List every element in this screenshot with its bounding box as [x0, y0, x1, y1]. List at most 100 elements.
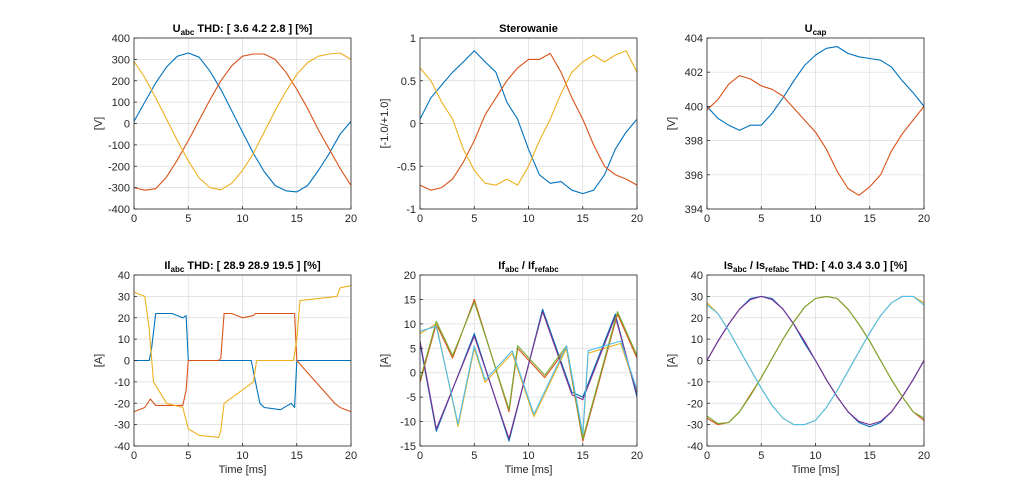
x-tick-label: 0	[131, 450, 137, 462]
y-tick-label: 20	[404, 270, 416, 282]
y-tick-label: -30	[114, 420, 130, 432]
y-tick-label: -400	[108, 204, 130, 216]
x-tick-label: 0	[704, 450, 710, 462]
x-tick-label: 10	[809, 213, 821, 225]
y-tick-label: -10	[400, 417, 416, 429]
y-tick-label: -1	[406, 204, 416, 216]
title-segment: U	[173, 23, 181, 35]
x-tick-label: 20	[918, 450, 930, 462]
title-subscript: abc	[505, 265, 519, 274]
y-tick-label: -15	[400, 441, 416, 453]
x-tick-label: 5	[471, 450, 477, 462]
x-axis-label: Time [ms]	[219, 464, 267, 476]
series-line-b	[420, 52, 637, 191]
panel-ifabc: 0 5 10 15 20 -15 -10 -5 0 5 10 15 20 Ifabc / Ifrefabc…	[379, 260, 643, 476]
x-tick-label: 15	[577, 450, 589, 462]
series-line-a	[134, 52, 351, 193]
series-line-c	[134, 285, 351, 438]
series-line-a_ref	[420, 311, 637, 440]
title-subscript: abc	[733, 265, 747, 274]
series-line-a	[420, 50, 637, 195]
x-tick-label: 10	[236, 213, 248, 225]
title-segment: THD: [ 28.9 28.9 19.5 ] [%]	[184, 260, 321, 272]
y-tick-label: 400	[685, 101, 703, 113]
y-tick-label: 402	[685, 67, 703, 79]
series-line-c_ref	[707, 295, 924, 426]
y-tick-label: 1	[410, 33, 416, 45]
x-tick-label: 5	[185, 213, 191, 225]
y-axis-label: [-1.0/+1.0]	[379, 99, 391, 149]
x-tick-label: 10	[522, 450, 534, 462]
x-tick-label: 15	[864, 450, 876, 462]
panel-ucap: 0 5 10 15 20 394 396 398 400 402 404 Ucap [V]	[666, 23, 930, 225]
x-tick-label: 5	[471, 213, 477, 225]
x-tick-label: 20	[918, 213, 930, 225]
series-line-b	[134, 53, 351, 191]
chart-title: Isabc / Isrefabc THD: [ 4.0 3.4 3.0 ] [%…	[724, 260, 908, 274]
x-tick-label: 15	[291, 450, 303, 462]
panel-sterowanie: 0 5 10 15 20 -1 -0.5 0 0.5 1 Sterowanie [-1.0/+1.0]	[379, 23, 643, 225]
series-line-c_ref	[420, 325, 637, 435]
x-tick-label: 0	[131, 213, 137, 225]
x-tick-label: 20	[631, 450, 643, 462]
x-tick-label: 5	[185, 450, 191, 462]
title-subscript: refabc	[765, 265, 790, 274]
y-tick-label: -20	[114, 398, 130, 410]
y-tick-label: -10	[687, 377, 703, 389]
y-tick-label: -40	[687, 441, 703, 453]
y-axis-label: [A]	[379, 354, 391, 367]
x-tick-label: 0	[417, 450, 423, 462]
series-line-c	[134, 52, 351, 191]
x-tick-label: 5	[758, 213, 764, 225]
x-tick-label: 10	[522, 213, 534, 225]
title-segment: U	[805, 23, 813, 35]
y-tick-label: -10	[114, 377, 130, 389]
y-tick-label: -40	[114, 441, 130, 453]
series-line-b_ref	[420, 301, 637, 440]
x-tick-label: 15	[864, 213, 876, 225]
chart-title: Ilabc THD: [ 28.9 28.9 19.5 ] [%]	[164, 260, 321, 274]
y-tick-label: -20	[687, 398, 703, 410]
y-tick-label: 30	[118, 291, 130, 303]
y-tick-label: 0.5	[401, 76, 416, 88]
x-tick-label: 20	[345, 213, 357, 225]
x-tick-label: 20	[345, 450, 357, 462]
y-axis-label: [V]	[93, 117, 105, 130]
title-segment: Il	[164, 260, 170, 272]
y-tick-label: 5	[410, 343, 416, 355]
title-subscript: abc	[181, 28, 195, 37]
series-line-a	[707, 46, 924, 131]
y-tick-label: 40	[691, 270, 703, 282]
x-tick-label: 15	[291, 213, 303, 225]
series-line-b	[707, 75, 924, 196]
y-tick-label: 15	[404, 294, 416, 306]
chart-title: Uabc THD: [ 3.6 4.2 2.8 ] [%]	[173, 23, 313, 37]
x-tick-label: 10	[809, 450, 821, 462]
x-tick-label: 10	[236, 450, 248, 462]
title-segment: THD: [ 3.6 4.2 2.8 ] [%]	[194, 23, 312, 35]
y-tick-label: 0	[124, 119, 130, 131]
y-tick-label: 398	[685, 136, 703, 148]
title-segment: / If	[519, 260, 535, 272]
y-tick-label: 0	[697, 356, 703, 368]
y-tick-label: 30	[691, 291, 703, 303]
y-tick-label: 0	[410, 119, 416, 131]
chart-title: Ucap	[805, 23, 827, 37]
series-line-b	[134, 312, 351, 413]
y-tick-label: 404	[685, 33, 703, 45]
y-tick-label: 396	[685, 170, 703, 182]
y-tick-label: 10	[691, 334, 703, 346]
panel-ilabc: 0 5 10 15 20 -40 -30 -20 -10 0 10 20 30 40 Ilabc THD: …	[93, 260, 357, 476]
y-tick-label: 394	[685, 204, 703, 216]
y-tick-label: -300	[108, 183, 130, 195]
title-segment: If	[498, 260, 505, 272]
x-axis-label: Time [ms]	[505, 464, 553, 476]
x-tick-label: 0	[704, 213, 710, 225]
y-tick-label: 300	[112, 54, 130, 66]
series-line-c	[420, 50, 637, 186]
series-line-a_ref	[707, 295, 924, 426]
y-tick-label: -5	[406, 392, 416, 404]
y-axis-label: [V]	[666, 117, 678, 130]
panel-isabc: 0 5 10 15 20 -40 -30 -20 -10 0 10 20 30 40 Isabc / Isr…	[666, 260, 930, 476]
